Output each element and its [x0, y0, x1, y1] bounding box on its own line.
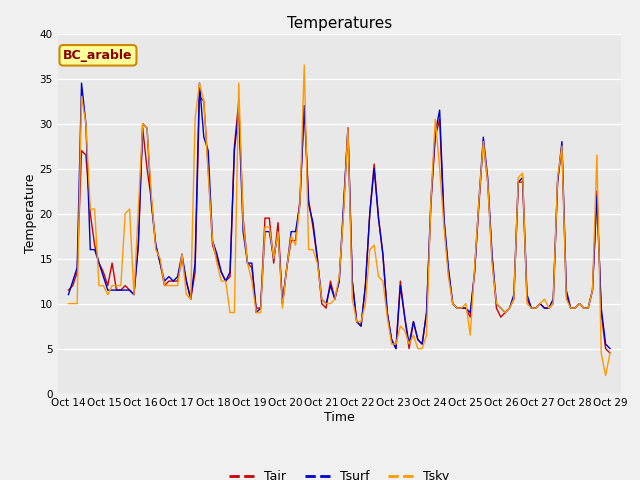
Tair — [536, 300, 544, 306]
Tair — [209, 242, 216, 248]
Tsurf — [196, 80, 204, 86]
Tsurf — [77, 80, 85, 86]
Tair — [606, 350, 614, 356]
Title: Temperatures: Temperatures — [287, 16, 392, 31]
Tsurf — [65, 292, 72, 298]
Y-axis label: Temperature: Temperature — [24, 174, 36, 253]
Line: Tsurf: Tsurf — [68, 83, 610, 348]
Tsky — [300, 62, 308, 68]
Tsky — [575, 300, 583, 306]
Tair — [575, 300, 583, 306]
Legend: Tair, Tsurf, Tsky: Tair, Tsurf, Tsky — [224, 465, 454, 480]
Tsky — [536, 300, 544, 306]
Tair — [405, 346, 413, 351]
Tair — [196, 94, 204, 99]
Line: Tair: Tair — [68, 96, 610, 353]
Tsurf — [580, 305, 588, 311]
Tsky — [606, 350, 614, 356]
Tsurf — [541, 305, 548, 311]
Tsurf — [410, 319, 417, 324]
Line: Tsky: Tsky — [68, 65, 610, 375]
Tair — [65, 287, 72, 293]
Tsurf — [606, 346, 614, 351]
Tsurf — [527, 305, 535, 311]
Tsky — [65, 300, 72, 306]
Tsurf — [392, 346, 400, 351]
Text: BC_arable: BC_arable — [63, 49, 132, 62]
X-axis label: Time: Time — [324, 411, 355, 424]
Tair — [191, 269, 199, 275]
Tsurf — [209, 238, 216, 243]
Tsky — [204, 170, 212, 176]
Tsky — [191, 116, 199, 122]
Tsky — [523, 300, 531, 306]
Tair — [523, 296, 531, 302]
Tsky — [602, 372, 609, 378]
Tsky — [405, 341, 413, 347]
